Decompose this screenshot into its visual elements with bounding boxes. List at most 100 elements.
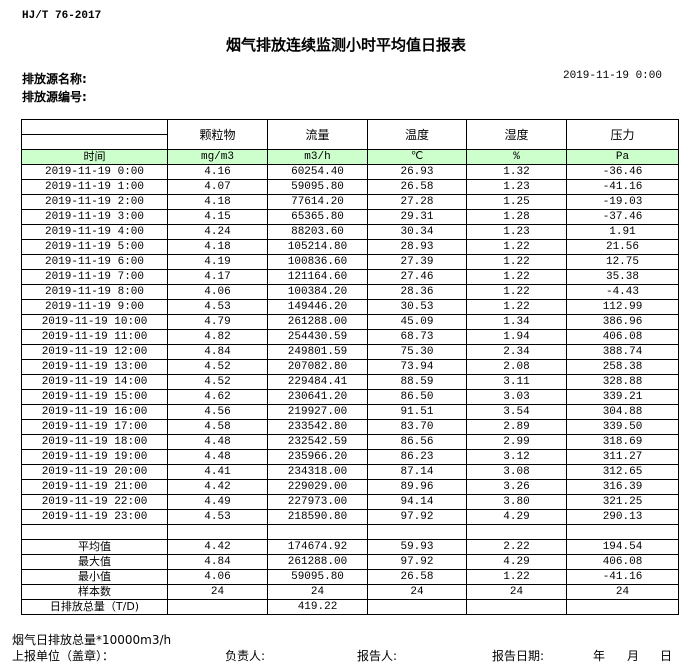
value-cell: 1.22: [466, 269, 567, 285]
row-label: 2019-11-19 1:00: [21, 179, 168, 195]
value-cell: [367, 599, 467, 615]
value-cell: 24: [167, 584, 268, 600]
value-cell: 4.18: [167, 194, 268, 210]
value-cell: 26.93: [367, 164, 467, 180]
value-cell: 87.14: [367, 464, 467, 480]
value-cell: 4.48: [167, 434, 268, 450]
row-label: 2019-11-19 9:00: [21, 299, 168, 315]
value-cell: -19.03: [566, 194, 679, 210]
value-cell: 339.50: [566, 419, 679, 435]
value-cell: 4.52: [167, 359, 268, 375]
value-cell: 27.28: [367, 194, 467, 210]
row-label: 2019-11-19 7:00: [21, 269, 168, 285]
row-label: 2019-11-19 13:00: [21, 359, 168, 375]
reporter-label: 报告人:: [357, 649, 398, 663]
value-cell: 27.39: [367, 254, 467, 270]
value-cell: 2.99: [466, 434, 567, 450]
value-cell: 30.34: [367, 224, 467, 240]
value-cell: 2.34: [466, 344, 567, 360]
value-cell: 1.22: [466, 254, 567, 270]
value-cell: 68.73: [367, 329, 467, 345]
row-label: 2019-11-19 23:00: [21, 509, 168, 525]
value-cell: 4.41: [167, 464, 268, 480]
value-cell: 100836.60: [267, 254, 368, 270]
row-label: 2019-11-19 18:00: [21, 434, 168, 450]
value-cell: 229029.00: [267, 479, 368, 495]
row-label: 2019-11-19 21:00: [21, 479, 168, 495]
row-label: 2019-11-19 0:00: [21, 164, 168, 180]
value-cell: 100384.20: [267, 284, 368, 300]
value-cell: [566, 599, 679, 615]
value-cell: 83.70: [367, 419, 467, 435]
value-cell: 388.74: [566, 344, 679, 360]
value-cell: 12.75: [566, 254, 679, 270]
value-cell: 4.06: [167, 284, 268, 300]
value-cell: 1.91: [566, 224, 679, 240]
value-cell: 65365.80: [267, 209, 368, 225]
table-row: 2019-11-19 19:00 4.48 235966.20 86.23 3.12 31…: [21, 449, 679, 465]
value-cell: 1.22: [466, 284, 567, 300]
year-label: 年: [593, 649, 606, 663]
value-cell: 91.51: [367, 404, 467, 420]
table-row: 2019-11-19 1:00 4.07 59095.80 26.58 1.23 -41.…: [21, 179, 679, 195]
value-cell: 234318.00: [267, 464, 368, 480]
table-row: 2019-11-19 13:00 4.52 207082.80 73.94 2.08 25…: [21, 359, 679, 375]
table-row: 2019-11-19 11:00 4.82 254430.59 68.73 1.94 40…: [21, 329, 679, 345]
value-cell: 4.07: [167, 179, 268, 195]
value-cell: 35.38: [566, 269, 679, 285]
value-cell: 4.16: [167, 164, 268, 180]
row-label: 最小值: [21, 569, 168, 585]
value-cell: 1.34: [466, 314, 567, 330]
value-cell: 112.99: [566, 299, 679, 315]
value-cell: 419.22: [267, 599, 368, 615]
value-cell: 1.23: [466, 224, 567, 240]
value-cell: 312.65: [566, 464, 679, 480]
row-label: 2019-11-19 3:00: [21, 209, 168, 225]
table-row: 2019-11-19 21:00 4.42 229029.00 89.96 3.26 31…: [21, 479, 679, 495]
value-cell: 4.53: [167, 299, 268, 315]
row-label: 2019-11-19 16:00: [21, 404, 168, 420]
row-label: 样本数: [21, 584, 168, 600]
row-label: 最大值: [21, 554, 168, 570]
value-cell: 1.23: [466, 179, 567, 195]
value-cell: 1.94: [466, 329, 567, 345]
value-cell: 339.21: [566, 389, 679, 405]
column-header: 湿度: [466, 119, 567, 150]
value-cell: [167, 599, 268, 615]
table-row: 2019-11-19 18:00 4.48 232542.59 86.56 2.99 31…: [21, 434, 679, 450]
row-label: 2019-11-19 12:00: [21, 344, 168, 360]
value-cell: 3.54: [466, 404, 567, 420]
header-blank-top: [21, 119, 168, 135]
value-cell: 4.29: [466, 509, 567, 525]
unit-cell: m3/h: [267, 149, 368, 165]
value-cell: 2.89: [466, 419, 567, 435]
value-cell: 4.19: [167, 254, 268, 270]
value-cell: 89.96: [367, 479, 467, 495]
value-cell: 218590.80: [267, 509, 368, 525]
value-cell: 4.84: [167, 554, 268, 570]
value-cell: 3.26: [466, 479, 567, 495]
row-label: [21, 524, 168, 540]
value-cell: 386.96: [566, 314, 679, 330]
value-cell: 4.52: [167, 374, 268, 390]
footer-note: 烟气日排放总量*10000m3/h: [12, 633, 172, 647]
value-cell: 21.56: [566, 239, 679, 255]
value-cell: -41.16: [566, 179, 679, 195]
value-cell: 261288.00: [267, 554, 368, 570]
value-cell: 88.59: [367, 374, 467, 390]
value-cell: 3.12: [466, 449, 567, 465]
summary-row: 日排放总量（T/D) 419.22: [21, 599, 679, 615]
summary-row: 平均值 4.42 174674.92 59.93 2.22 194.54: [21, 539, 679, 555]
row-label: 2019-11-19 10:00: [21, 314, 168, 330]
table-row: 2019-11-19 22:00 4.49 227973.00 94.14 3.80 32…: [21, 494, 679, 510]
day-label: 日: [660, 649, 673, 663]
value-cell: 194.54: [566, 539, 679, 555]
value-cell: 304.88: [566, 404, 679, 420]
column-header: 压力: [566, 119, 679, 150]
value-cell: 4.15: [167, 209, 268, 225]
value-cell: -37.46: [566, 209, 679, 225]
value-cell: [466, 524, 567, 540]
value-cell: [267, 524, 368, 540]
table-row: 2019-11-19 9:00 4.53 149446.20 30.53 1.22 112…: [21, 299, 679, 315]
value-cell: 290.13: [566, 509, 679, 525]
